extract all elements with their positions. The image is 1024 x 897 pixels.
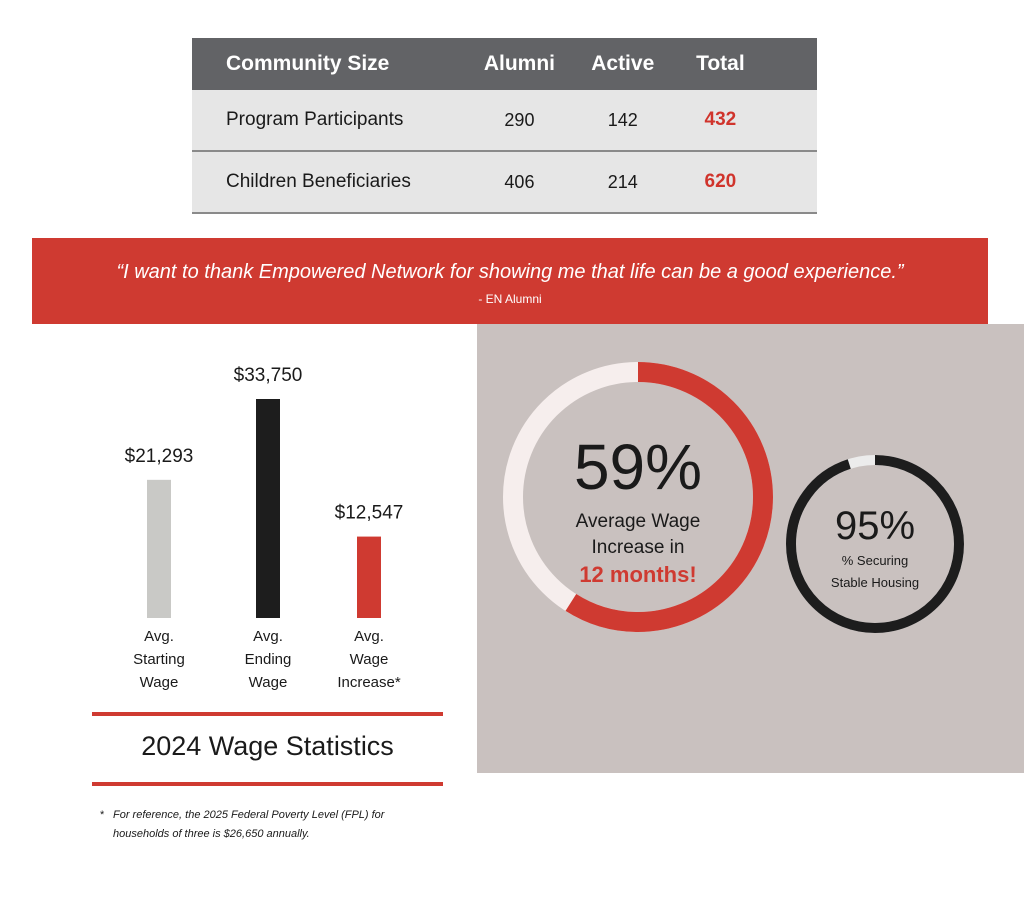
table-row: Program Participants 290 142 432 — [192, 90, 817, 152]
housing-ring-desc-line: % Securing — [842, 553, 908, 568]
bar — [357, 536, 381, 618]
table-cell: Program Participants — [192, 90, 467, 152]
wage-ring-desc-line: Increase in — [592, 537, 685, 558]
wage-ring-arc — [503, 362, 773, 632]
community-size-table: Community Size Alumni Active Total Progr… — [192, 38, 817, 214]
bar-category-label: Avg. — [354, 628, 384, 645]
footnote: * For reference, the 2025 Federal Povert… — [100, 806, 430, 844]
bar-category-label: Avg. — [253, 628, 283, 645]
bar-category-label: Wage — [249, 674, 288, 691]
housing-ring-percent: 95% — [835, 504, 915, 548]
footnote-text: For reference, the 2025 Federal Poverty … — [113, 809, 385, 840]
title-rule-top — [92, 712, 443, 716]
column-header: Active — [572, 38, 674, 90]
table-cell: 406 — [466, 151, 573, 214]
quote-text: “I want to thank Empowered Network for s… — [116, 261, 904, 283]
column-header: Alumni — [466, 38, 573, 90]
bar-value-label: $21,293 — [125, 446, 194, 467]
table-row: Children Beneficiaries 406 214 620 — [192, 151, 817, 214]
quote-banner: “I want to thank Empowered Network for s… — [32, 238, 988, 324]
housing-ring-desc-line: Stable Housing — [831, 575, 919, 590]
table-cell-spacer — [767, 151, 817, 214]
bar-category-label: Ending — [245, 651, 292, 668]
housing-ring-arc — [786, 455, 964, 633]
table-cell: 214 — [572, 151, 674, 214]
table-cell: 142 — [572, 90, 674, 152]
table-cell-total: 432 — [673, 90, 768, 152]
bar-category-label: Increase* — [337, 674, 401, 691]
table-cell-spacer — [767, 90, 817, 152]
column-header-spacer — [767, 38, 817, 90]
wage-chart-title: 2024 Wage Statistics — [141, 731, 394, 761]
title-rule-bottom — [92, 782, 443, 786]
table-cell: 290 — [466, 90, 573, 152]
ring-charts: 59% Average Wage Increase in 12 months! 95%%… — [503, 362, 964, 633]
quote-attribution: - EN Alumni — [478, 292, 542, 306]
bar — [256, 399, 280, 618]
bar-category-label: Starting — [133, 651, 185, 668]
bar — [147, 479, 171, 618]
table-header-row: Community Size Alumni Active Total — [192, 38, 817, 90]
bar-value-label: $12,547 — [335, 503, 404, 524]
wage-ring-highlight: 12 months! — [579, 562, 696, 587]
bar-category-label: Wage — [140, 674, 179, 691]
table-cell-total: 620 — [673, 151, 768, 214]
column-header: Community Size — [192, 38, 467, 90]
footnote-marker: * — [100, 809, 105, 821]
table-cell: Children Beneficiaries — [192, 151, 467, 214]
bar-category-label: Avg. — [144, 628, 174, 645]
bar-category-label: Wage — [350, 651, 389, 668]
wage-ring-desc-line: Average Wage — [576, 511, 701, 532]
wage-bar-chart: $21,293 Avg. Starting Wage $33,750 Avg. Ending… — [125, 365, 404, 691]
bar-value-label: $33,750 — [234, 365, 303, 386]
column-header: Total — [673, 38, 768, 90]
wage-ring-percent: 59% — [574, 431, 702, 503]
